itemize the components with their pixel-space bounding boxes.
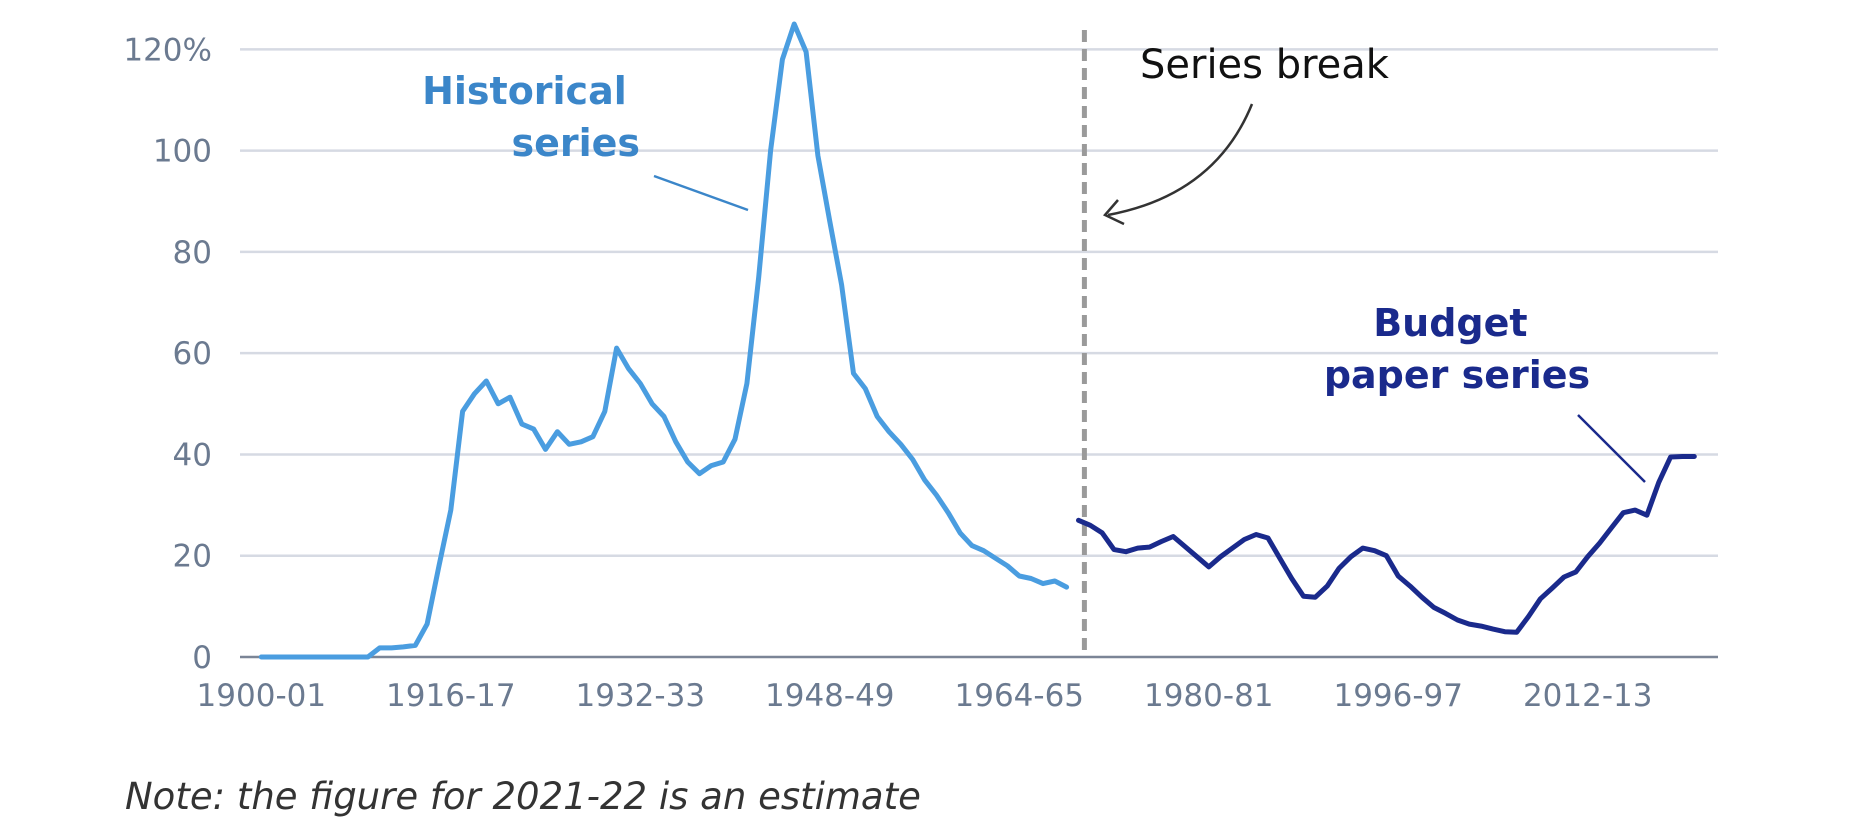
historical-series-line [258, 21, 1070, 660]
y-tick-label: 60 [173, 336, 212, 372]
budget-paper-series-line [1076, 454, 1697, 635]
y-axis-ticks: 0 20 40 60 80 100 120% [123, 32, 212, 676]
y-tick-label: 80 [173, 235, 212, 271]
budget-label-line-1: Budget [1373, 301, 1527, 345]
budget-label-line-2: paper series [1324, 353, 1590, 397]
x-axis-ticks: 1900-01 1916-17 1932-33 1948-49 1964-65 1980-… [197, 678, 1653, 714]
series-break-arrowhead [1102, 199, 1125, 226]
x-tick-label: 1900-01 [197, 678, 327, 714]
x-tick-label: 1996-97 [1333, 678, 1463, 714]
budget-label-leader [1577, 414, 1646, 483]
x-tick-label: 1916-17 [386, 678, 516, 714]
budget-series-label: Budget paper series [1324, 301, 1590, 397]
historical-label-line-1: Historical [422, 69, 627, 113]
y-tick-label: 20 [173, 539, 212, 575]
x-tick-label: 1948-49 [765, 678, 895, 714]
series-lines [258, 21, 1697, 660]
series-break-arrow [1107, 103, 1254, 217]
y-tick-label: 0 [192, 640, 212, 676]
historical-label-leader [653, 174, 749, 212]
y-tick-label: 120% [123, 32, 212, 68]
series-break-label: Series break [1140, 42, 1390, 88]
x-tick-label: 1932-33 [576, 678, 706, 714]
y-tick-label: 100 [153, 134, 212, 170]
y-tick-label: 40 [173, 437, 212, 473]
historical-label-line-2: series [511, 121, 640, 165]
x-tick-label: 1980-81 [1144, 678, 1274, 714]
chart-note: Note: the figure for 2021-22 is an estim… [125, 775, 921, 818]
gridlines [240, 48, 1718, 557]
historical-series-label: Historical series [422, 69, 640, 165]
x-tick-label: 1964-65 [955, 678, 1085, 714]
x-tick-label: 2012-13 [1523, 678, 1653, 714]
